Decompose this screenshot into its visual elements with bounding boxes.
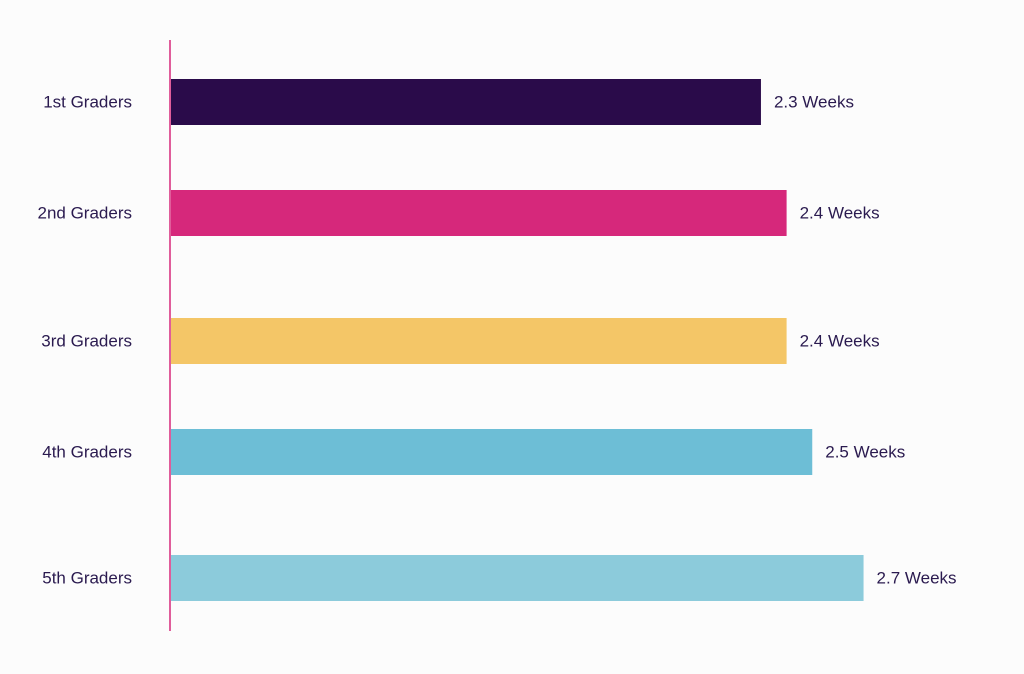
category-label: 1st Graders bbox=[43, 92, 132, 111]
value-label: 2.3 Weeks bbox=[774, 92, 854, 111]
category-label: 4th Graders bbox=[42, 442, 132, 461]
value-label: 2.4 Weeks bbox=[800, 203, 880, 222]
value-label: 2.4 Weeks bbox=[800, 331, 880, 350]
bar bbox=[171, 555, 864, 601]
bar bbox=[171, 79, 761, 125]
value-label: 2.7 Weeks bbox=[877, 568, 957, 587]
category-label: 5th Graders bbox=[42, 568, 132, 587]
category-label: 3rd Graders bbox=[41, 331, 132, 350]
bar bbox=[171, 190, 787, 236]
bar bbox=[171, 429, 813, 475]
category-label: 2nd Graders bbox=[38, 203, 133, 222]
value-label: 2.5 Weeks bbox=[825, 442, 905, 461]
bar bbox=[171, 318, 787, 364]
